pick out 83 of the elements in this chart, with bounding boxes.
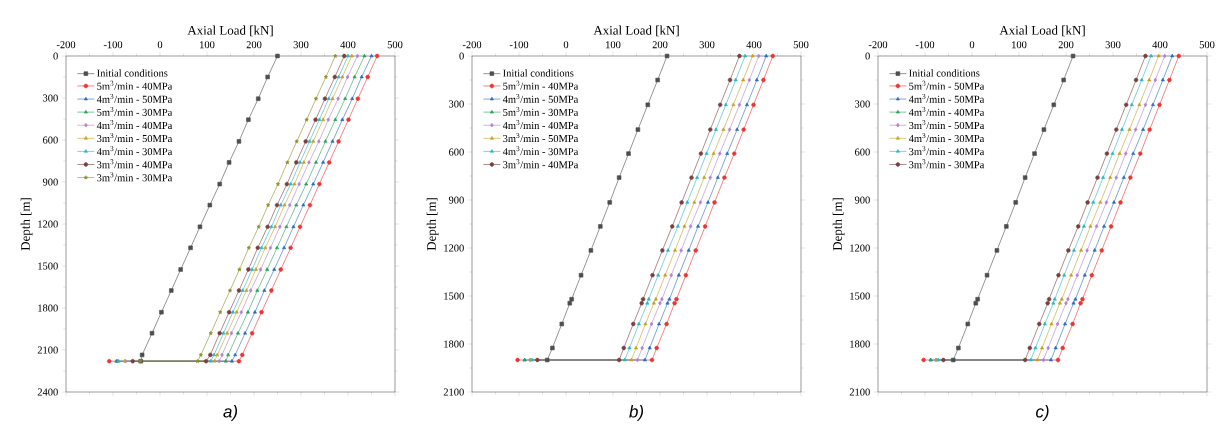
text: a) [223, 405, 238, 421]
x-tick-label: 300 [699, 41, 715, 49]
legend-label: 5m$^{3}$/min - 30MPa [97, 106, 173, 116]
y-tick-label: 300 [855, 100, 870, 108]
x-tick-label: 0 [563, 41, 569, 49]
legend-label: 3m$^{3}$/min - 30MPa [97, 172, 173, 182]
legend-label: 3m$^{3}$/min - 40MPa [503, 159, 579, 169]
y-tick-label: 900 [854, 196, 870, 204]
y-tick-label: 2100 [443, 388, 464, 396]
y-tick-label: 1800 [38, 304, 58, 312]
legend-label: 3m$^{3}$/min - 40MPa [909, 146, 985, 156]
y-tick-label: 1200 [38, 220, 58, 228]
x-tick-label: 100 [1012, 41, 1027, 49]
x-tick-label: 500 [387, 41, 403, 49]
y-tick-label: 1800 [850, 340, 870, 348]
x-tick-label: 0 [157, 41, 163, 49]
x-tick-label: 400 [1152, 41, 1168, 49]
legend-label: 4m$^{3}$/min - 40MPa [96, 120, 173, 129]
y-axis-title: Depth [m] [832, 198, 845, 251]
legend-label: 4m$^{3}$/min - 40MPa [502, 120, 579, 129]
legend-label: 4m$^{3}$/min - 40MPa [908, 106, 985, 116]
y-tick-label: 1500 [444, 292, 464, 300]
y-tick-label: 2100 [849, 388, 870, 396]
x-tick-label: -100 [915, 41, 935, 49]
legend-label: Initial conditions [909, 69, 980, 77]
y-axis-title: Depth [m] [426, 198, 439, 251]
y-tick-label: 300 [43, 94, 58, 102]
y-tick-label: 600 [42, 136, 58, 144]
x-tick-label: 100 [200, 41, 215, 49]
x-tick-label: 300 [1105, 41, 1121, 49]
y-tick-label: 600 [449, 148, 464, 156]
x-tick-label: 0 [969, 41, 975, 49]
legend-label: Initial conditions [97, 69, 168, 77]
y-tick-label: 900 [448, 196, 464, 204]
x-axis-title: Axial Load [kN] [593, 25, 679, 37]
text: c) [1036, 405, 1049, 421]
x-tick-label: -100 [509, 41, 529, 49]
legend-label: 3m$^{3}$/min - 50MPa [909, 120, 985, 129]
y-tick-label: 1200 [444, 244, 464, 252]
legend-label: 4m$^{3}$/min - 50MPa [96, 93, 173, 103]
x-tick-label: -200 [868, 41, 888, 49]
legend-label: 4m$^{3}$/min - 50MPa [502, 93, 579, 103]
x-tick-label: 200 [652, 41, 668, 49]
x-tick-label: 400 [340, 41, 356, 49]
y-tick-label: 600 [855, 148, 870, 156]
y-tick-label: 0 [459, 52, 464, 60]
legend-label: 5m$^{3}$/min - 50MPa [909, 80, 985, 90]
y-tick-label: 1800 [444, 340, 464, 348]
legend-label: 3m$^{3}$/min - 30MPa [909, 159, 985, 169]
legend-label: 5m$^{3}$/min - 40MPa [503, 80, 579, 90]
y-axis-title: Depth [m] [20, 198, 33, 251]
legend-label: 3m$^{3}$/min - 50MPa [503, 133, 579, 143]
y-tick-label: 1500 [850, 292, 870, 300]
y-tick-label: 0 [53, 52, 58, 60]
x-tick-label: 500 [793, 41, 809, 49]
x-tick-label: 200 [1058, 41, 1074, 49]
x-axis-title: Axial Load [kN] [999, 25, 1085, 37]
y-tick-label: 1500 [38, 262, 58, 270]
x-tick-label: -100 [103, 41, 123, 49]
x-axis-title: Axial Load [kN] [187, 25, 273, 37]
legend-label: 5m$^{3}$/min - 30MPa [503, 106, 579, 116]
y-tick-label: 900 [42, 178, 58, 186]
y-tick-label: 0 [865, 52, 870, 60]
legend-label: 4m$^{3}$/min - 50MPa [908, 93, 985, 103]
x-tick-label: 400 [746, 41, 762, 49]
y-tick-label: 300 [449, 100, 464, 108]
x-tick-label: -200 [56, 41, 76, 49]
legend-label: 5m$^{3}$/min - 40MPa [97, 80, 173, 90]
legend-label: 3m$^{3}$/min - 40MPa [97, 159, 173, 169]
x-tick-label: 500 [1199, 41, 1215, 49]
legend-label: 4m$^{3}$/min - 30MPa [96, 146, 173, 156]
text: b) [629, 405, 644, 421]
x-tick-label: 200 [246, 41, 262, 49]
legend-label: 3m$^{3}$/min - 50MPa [97, 133, 173, 143]
y-tick-label: 2400 [37, 388, 58, 396]
legend-label: Initial conditions [503, 69, 574, 77]
y-tick-label: 2100 [37, 346, 58, 354]
x-tick-label: -200 [462, 41, 482, 49]
legend-label: 4m$^{3}$/min - 30MPa [908, 133, 985, 143]
x-tick-label: 100 [606, 41, 621, 49]
legend-label: 4m$^{3}$/min - 30MPa [502, 146, 579, 156]
y-tick-label: 1200 [850, 244, 870, 252]
x-tick-label: 300 [293, 41, 309, 49]
